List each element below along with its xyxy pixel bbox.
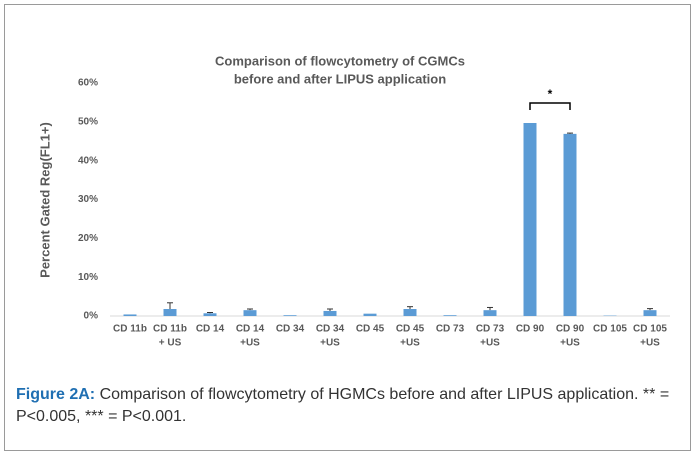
x-tick-label: CD 14 [196, 324, 225, 335]
chart-title: before and after LIPUS application [234, 71, 446, 86]
x-tick-label: CD 105 [593, 324, 627, 335]
y-tick-label: 30% [78, 194, 98, 205]
x-tick-label: CD 11b [153, 324, 187, 335]
significance-bracket [529, 102, 571, 110]
x-tick-label: +US [480, 338, 500, 349]
x-tick-label: CD 105 [633, 324, 667, 335]
x-tick-label: CD 45 [356, 324, 385, 335]
y-tick-label: 0% [84, 311, 99, 322]
bar [163, 309, 177, 316]
x-tick-label: CD 90 [516, 324, 545, 335]
caption-label: Figure 2A: [16, 386, 96, 403]
bar [323, 310, 337, 316]
caption: Figure 2A: Comparison of flowcytometry o… [16, 384, 686, 428]
bar [283, 315, 297, 316]
bar [443, 315, 457, 316]
bar [363, 313, 377, 316]
figure-frame [4, 4, 691, 451]
y-tick-label: 40% [78, 155, 98, 166]
x-tick-label: +US [560, 338, 580, 349]
bar [123, 314, 137, 316]
y-tick-label: 60% [78, 78, 98, 89]
x-tick-label: +US [240, 338, 260, 349]
x-tick-label: +US [320, 338, 340, 349]
bar [403, 309, 417, 316]
bar [523, 122, 537, 316]
bar [483, 310, 497, 316]
bar [243, 310, 257, 316]
x-tick-label: CD 73 [476, 324, 505, 335]
x-tick-label: + US [159, 338, 182, 349]
x-tick-label: CD 14 [236, 324, 265, 335]
y-axis-label: Percent Gated Reg(FL1+) [37, 122, 52, 278]
x-tick-label: CD 73 [436, 324, 465, 335]
bar [563, 133, 577, 316]
x-tick-label: +US [640, 338, 660, 349]
x-tick-label: CD 34 [276, 324, 305, 335]
y-tick-label: 10% [78, 272, 98, 283]
significance-label: * [548, 87, 553, 101]
x-tick-label: CD 11b [113, 324, 147, 335]
y-tick-label: 20% [78, 233, 98, 244]
bar [643, 310, 657, 316]
x-tick-label: CD 34 [316, 324, 345, 335]
bar [203, 313, 217, 316]
x-tick-label: +US [400, 338, 420, 349]
caption-text: Comparison of flowcytometry of HGMCs bef… [16, 386, 670, 425]
x-tick-label: CD 45 [396, 324, 425, 335]
x-tick-label: CD 90 [556, 324, 585, 335]
chart-title: Comparison of flowcytometry of CGMCs [215, 53, 465, 68]
y-tick-label: 50% [78, 116, 98, 127]
chart: Comparison of flowcytometry of CGMCs bef… [37, 53, 670, 349]
